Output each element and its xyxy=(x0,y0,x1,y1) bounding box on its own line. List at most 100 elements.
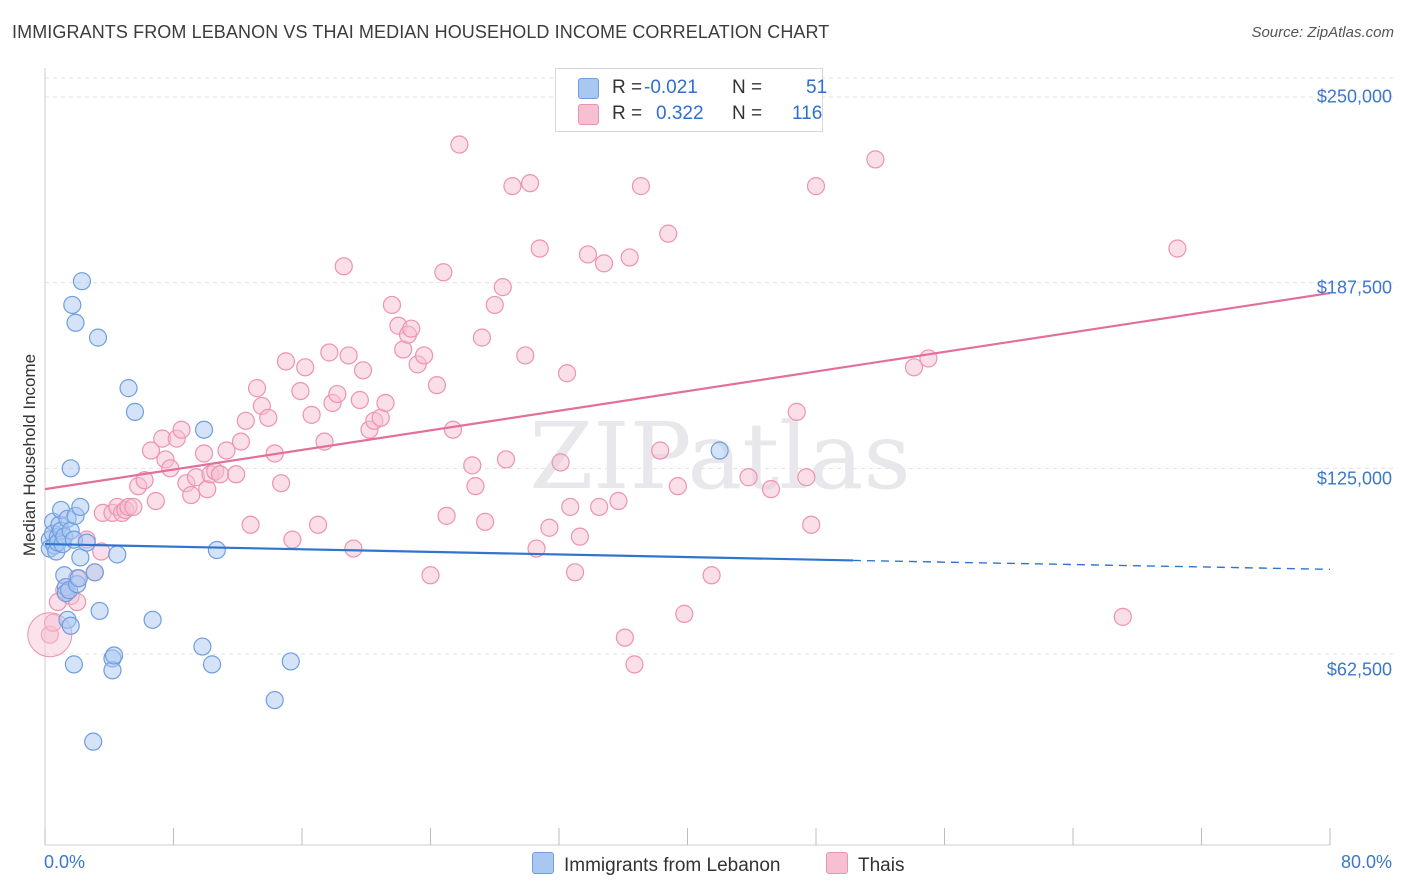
thais-point xyxy=(231,432,251,451)
thais-point xyxy=(291,381,310,401)
thais-point xyxy=(302,405,321,424)
thais-point xyxy=(806,177,826,196)
thais-point xyxy=(339,346,358,365)
thais-point xyxy=(570,527,589,546)
y-tick-label: $250,000 xyxy=(1316,86,1392,107)
axes xyxy=(44,68,1331,846)
thais-point xyxy=(631,177,651,196)
thais-point xyxy=(615,628,634,647)
thais-point xyxy=(866,150,885,169)
thais-point xyxy=(1113,607,1132,626)
y-tick-label: $62,500 xyxy=(1326,659,1392,680)
thais-point xyxy=(198,480,217,499)
trend-lines xyxy=(44,291,1331,571)
lebanon-point xyxy=(265,690,284,710)
lebanon-trend-line xyxy=(44,542,853,562)
lebanon-trend-extension xyxy=(852,559,1331,571)
thais-point xyxy=(443,420,463,439)
lebanon-points xyxy=(40,272,729,751)
thais-point xyxy=(434,263,453,282)
thais-point xyxy=(565,563,585,582)
thais-point xyxy=(182,485,201,505)
thais-point xyxy=(259,408,278,427)
thais-point xyxy=(353,361,373,380)
thais-point xyxy=(146,491,165,511)
lebanon-point xyxy=(119,379,138,398)
thais-point xyxy=(476,512,495,531)
lebanon-point xyxy=(85,563,104,582)
thais-point xyxy=(463,456,482,475)
legend-item-lebanon: Immigrants from Lebanon xyxy=(532,852,781,877)
lebanon-point xyxy=(71,497,90,517)
thais-point xyxy=(659,224,678,243)
legend-label: Thais xyxy=(858,855,905,876)
thais-point xyxy=(427,376,447,395)
thais-point xyxy=(276,352,296,371)
source-credit: Source: ZipAtlas.com xyxy=(1251,24,1394,41)
thais-point xyxy=(530,239,549,258)
lebanon-point xyxy=(72,272,92,291)
thais-point xyxy=(625,655,644,674)
thais-point xyxy=(414,346,434,365)
lebanon-point xyxy=(69,569,88,588)
r-label: R = xyxy=(612,103,643,124)
thais-point xyxy=(516,346,535,365)
lebanon-point xyxy=(66,313,85,332)
thais-point xyxy=(376,393,395,413)
thais-point xyxy=(344,539,363,558)
thais-point xyxy=(503,177,522,196)
thais-point xyxy=(472,328,491,347)
blue-swatch xyxy=(578,78,599,99)
lebanon-point xyxy=(90,601,109,621)
thais-point xyxy=(450,135,469,154)
thais-point xyxy=(466,477,485,496)
x-tick-label: 0.0% xyxy=(44,852,86,872)
stats-legend: R = -0.021 N = 51 R = 0.322 N = 116 xyxy=(555,68,827,132)
thais-point xyxy=(675,604,694,623)
lebanon-point xyxy=(88,328,108,347)
thais-trend-line xyxy=(44,291,1331,491)
thais-point xyxy=(761,480,781,499)
lebanon-point xyxy=(84,732,103,751)
legend-item-thais: Thais xyxy=(826,852,904,877)
lebanon-point xyxy=(125,402,145,421)
x-tick-label: 80.0% xyxy=(1340,852,1392,872)
thais-point xyxy=(485,295,504,315)
lebanon-point xyxy=(104,646,124,665)
pink-swatch xyxy=(578,104,599,125)
thais-point xyxy=(620,248,639,267)
thais-point xyxy=(328,384,347,404)
lebanon-point xyxy=(108,545,127,564)
thais-point xyxy=(241,515,260,534)
thais-point xyxy=(802,515,821,534)
thais-point xyxy=(227,465,246,484)
thais-point xyxy=(296,358,315,377)
thais-point xyxy=(421,566,440,585)
lebanon-point xyxy=(63,295,82,315)
n-value: 116 xyxy=(792,103,823,124)
thais-point xyxy=(590,497,609,517)
blue-swatch xyxy=(532,852,554,874)
thais-point xyxy=(283,530,302,549)
thais-point xyxy=(194,444,214,463)
n-label: N = xyxy=(732,77,763,98)
thais-point xyxy=(527,539,546,558)
thais-point xyxy=(402,319,421,338)
thais-point xyxy=(1168,239,1187,258)
thais-points xyxy=(27,135,1187,674)
thais-point xyxy=(172,420,191,439)
thais-point xyxy=(904,358,924,377)
lebanon-point xyxy=(281,652,300,671)
thais-point xyxy=(561,497,580,517)
thais-point xyxy=(551,453,570,472)
thais-point xyxy=(437,506,456,525)
thais-point xyxy=(236,411,255,430)
thais-point xyxy=(217,441,236,460)
thais-point xyxy=(787,402,806,421)
r-label: R = xyxy=(612,77,643,98)
y-tick-label: $125,000 xyxy=(1316,468,1392,489)
lebanon-point xyxy=(207,540,226,560)
thais-point xyxy=(702,566,721,585)
thais-point xyxy=(382,295,402,315)
thais-point xyxy=(320,343,339,362)
